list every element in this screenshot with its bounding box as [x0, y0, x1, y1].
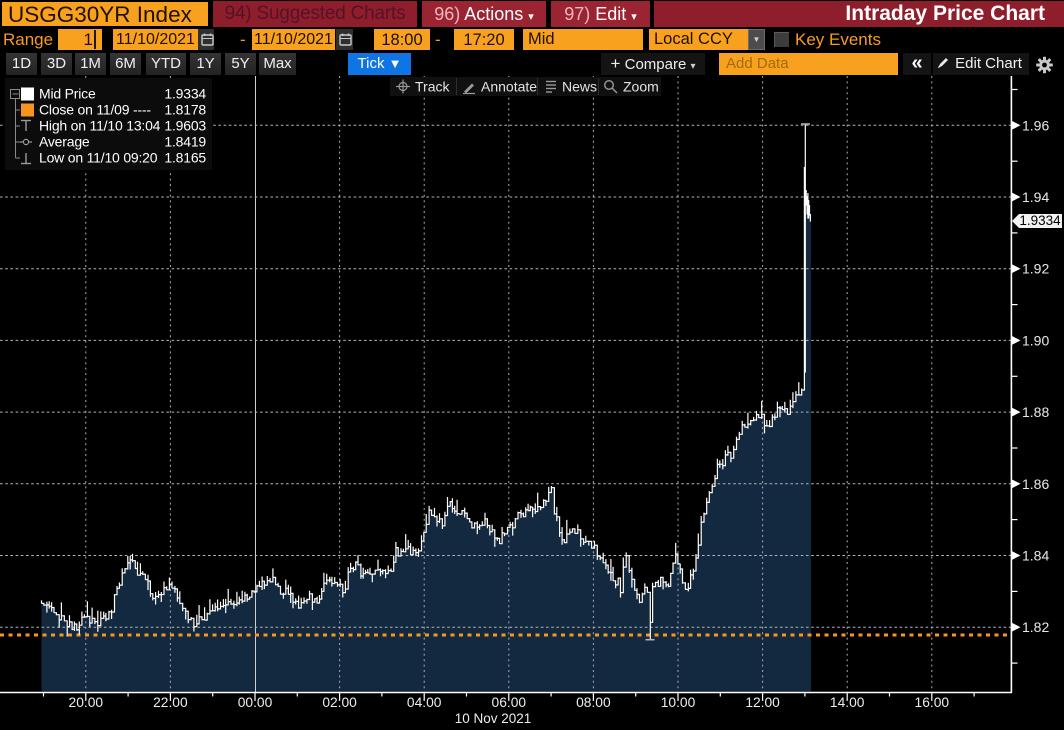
svg-text:1.96: 1.96 — [1022, 117, 1049, 133]
svg-text:10 Nov 2021: 10 Nov 2021 — [455, 711, 532, 726]
svg-text:Track: Track — [415, 79, 450, 95]
svg-text:1.8419: 1.8419 — [164, 134, 206, 150]
svg-text:1.82: 1.82 — [1022, 619, 1049, 635]
svg-text:12:00: 12:00 — [745, 695, 780, 710]
svg-text:22:00: 22:00 — [153, 695, 188, 710]
svg-text:Annotate: Annotate — [481, 79, 537, 95]
svg-text:1.9334: 1.9334 — [164, 86, 206, 102]
svg-text:1.88: 1.88 — [1022, 404, 1049, 420]
svg-text:14:00: 14:00 — [830, 695, 865, 710]
svg-text:1.92: 1.92 — [1022, 261, 1049, 277]
svg-text:1.84: 1.84 — [1022, 548, 1049, 564]
svg-text:Zoom: Zoom — [623, 79, 659, 95]
svg-text:High on 11/10 13:04: High on 11/10 13:04 — [39, 118, 161, 134]
svg-text:1.94: 1.94 — [1022, 189, 1049, 205]
svg-text:08:00: 08:00 — [576, 695, 611, 710]
svg-text:News: News — [562, 79, 597, 95]
svg-text:02:00: 02:00 — [322, 695, 357, 710]
svg-text:1.86: 1.86 — [1022, 476, 1049, 492]
svg-text:00:00: 00:00 — [238, 695, 273, 710]
svg-text:06:00: 06:00 — [492, 695, 527, 710]
svg-text:10:00: 10:00 — [661, 695, 696, 710]
svg-text:Mid Price: Mid Price — [39, 86, 96, 102]
svg-text:Average: Average — [39, 134, 90, 150]
svg-text:1.90: 1.90 — [1022, 332, 1049, 348]
svg-text:1.9334: 1.9334 — [1019, 213, 1061, 228]
svg-text:20:00: 20:00 — [69, 695, 104, 710]
svg-text:Close on 11/09 ----: Close on 11/09 ---- — [39, 102, 151, 118]
svg-text:04:00: 04:00 — [407, 695, 442, 710]
svg-text:1.9603: 1.9603 — [164, 118, 206, 134]
svg-text:1.8165: 1.8165 — [164, 150, 206, 166]
svg-text:Low on 11/10 09:20: Low on 11/10 09:20 — [39, 150, 158, 166]
svg-text:1.8178: 1.8178 — [164, 102, 206, 118]
svg-text:16:00: 16:00 — [915, 695, 950, 710]
